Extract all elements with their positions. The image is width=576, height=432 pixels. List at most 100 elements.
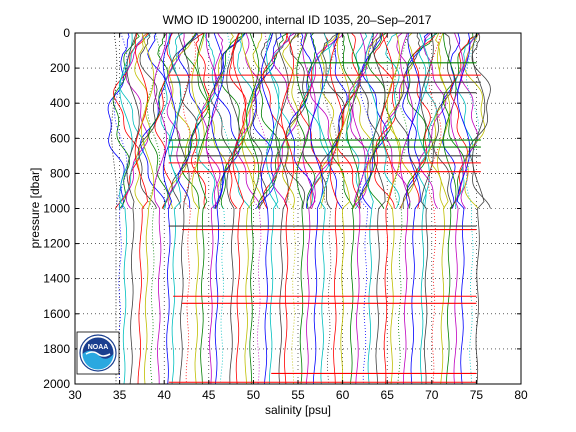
x-tick-label: 55 <box>291 388 305 402</box>
deep-profile-line <box>153 33 168 384</box>
deep-profile-line <box>288 33 302 384</box>
x-tick-label: 45 <box>202 388 216 402</box>
deep-profile-line <box>211 33 225 384</box>
deep-profile-line <box>372 33 386 384</box>
deep-profile-line <box>182 33 196 384</box>
deep-profile-line <box>140 33 155 384</box>
deep-profile-line <box>191 33 205 384</box>
deep-profile-line <box>280 33 295 384</box>
deep-profile-line <box>275 33 289 384</box>
shallow-profile-line <box>373 33 396 209</box>
shallow-profile-line <box>181 33 209 209</box>
y-tick-label: 400 <box>50 96 70 110</box>
y-axis-title: pressure [dbar] <box>28 168 42 249</box>
x-axis-title: salinity [psu] <box>265 403 331 417</box>
deep-profile-line <box>317 33 331 384</box>
shallow-profile-line <box>201 33 224 209</box>
deep-profile-line <box>226 33 240 384</box>
deep-profile-line <box>443 33 457 384</box>
deep-profile-line <box>428 33 442 384</box>
deep-profile-line <box>457 33 471 384</box>
deep-profile-line <box>126 33 140 384</box>
noaa-logo-text: NOAA <box>88 344 109 351</box>
x-tick-label: 35 <box>113 388 127 402</box>
x-tick-label: 80 <box>514 388 528 402</box>
shallow-profile-line <box>406 33 438 209</box>
shallow-profile-line <box>455 33 479 209</box>
y-tick-label: 2000 <box>43 377 70 391</box>
deep-profile-line <box>168 33 182 384</box>
deep-profile-line <box>253 33 267 384</box>
profile-series <box>107 33 491 384</box>
noaa-logo-wave <box>82 350 114 370</box>
y-tick-labels: 0 200 400 600 800 1000 1200 1400 1600 1800 2000 <box>43 26 70 391</box>
shallow-profile-line <box>309 33 344 209</box>
noaa-logo: NOAA <box>76 331 120 375</box>
y-tick-label: 1200 <box>43 237 70 251</box>
shallow-profile-line <box>271 33 298 209</box>
shallow-profile-line <box>418 33 447 209</box>
deep-profile-line <box>176 33 190 384</box>
y-tick-label: 800 <box>50 166 70 180</box>
shallow-profile-line <box>285 33 306 209</box>
shallow-profile-line <box>417 33 437 209</box>
shallow-profile-line <box>299 33 329 209</box>
shallow-profile-line <box>166 33 186 209</box>
chart-title: WMO ID 1900200, internal ID 1035, 20–Sep… <box>163 13 432 27</box>
x-tick-label: 65 <box>381 388 395 402</box>
y-tick-label: 600 <box>50 131 70 145</box>
deep-profile-line <box>245 33 260 384</box>
x-tick-label: 60 <box>336 388 350 402</box>
shallow-profile-line <box>196 33 216 209</box>
y-tick-label: 1600 <box>43 307 70 321</box>
shallow-profile-line <box>235 33 261 209</box>
deep-profile-line <box>380 33 394 384</box>
deep-profile-line <box>400 33 414 384</box>
shallow-profile-line <box>412 33 436 209</box>
shallow-profile-line <box>441 33 461 209</box>
deep-profile-line <box>134 33 148 384</box>
shallow-profile-line <box>464 33 486 209</box>
deep-profile-line <box>394 33 408 384</box>
deep-profile-line <box>450 33 464 384</box>
shallow-profile-line <box>134 33 151 209</box>
y-tick-label: 0 <box>63 26 70 40</box>
shallow-profile-line <box>205 33 234 209</box>
deep-profile-line <box>336 33 351 384</box>
shallow-profile-line <box>468 33 491 209</box>
deep-profile-line <box>329 33 343 384</box>
shallow-profile-line <box>450 33 479 209</box>
deep-profile-line <box>346 33 360 384</box>
shallow-profile-line <box>335 33 361 209</box>
y-tick-label: 1800 <box>43 342 70 356</box>
x-tick-labels: 30 35 40 45 50 55 60 65 70 75 80 <box>68 388 528 402</box>
deep-profile-line <box>216 33 231 384</box>
deep-profile-line <box>162 33 177 384</box>
shallow-profile-line <box>383 33 409 209</box>
shallow-profile-line <box>243 33 263 209</box>
deep-profile-line <box>119 33 133 384</box>
deep-profile-line <box>437 33 451 384</box>
deep-profile-line <box>352 33 366 384</box>
plot-area: 30 35 40 45 50 55 60 65 70 75 80 0 200 400 600 800 1000… <box>43 26 528 402</box>
x-tick-label: 70 <box>425 388 439 402</box>
shallow-profile-line <box>249 33 273 209</box>
deep-profile-line <box>146 33 161 384</box>
shallow-profile-line <box>348 33 379 209</box>
deep-profile-line <box>302 33 316 384</box>
deep-profile-line <box>386 33 401 384</box>
shallow-profile-line <box>442 33 474 209</box>
shallow-profile-line <box>112 33 149 209</box>
deep-profile-line <box>471 33 486 384</box>
x-tick-label: 40 <box>158 388 172 402</box>
deep-profile-line <box>296 33 310 384</box>
deep-profile-line <box>323 33 338 384</box>
shallow-profile-line <box>112 33 140 209</box>
shallow-profile-line <box>220 33 246 209</box>
y-tick-label: 200 <box>50 61 70 75</box>
deep-profile-line <box>265 33 280 384</box>
shallow-profile-line <box>210 33 244 209</box>
shallow-profile-line <box>118 33 152 209</box>
